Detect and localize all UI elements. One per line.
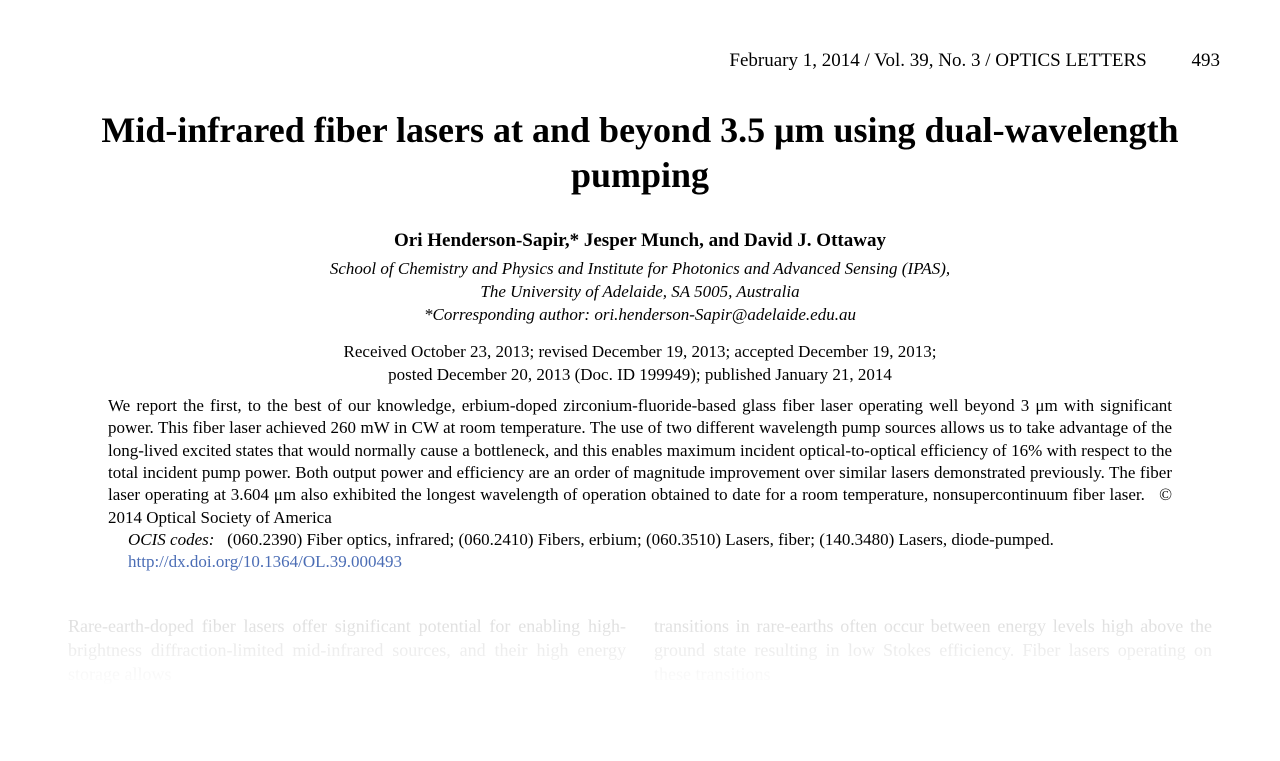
paper-title: Mid-infrared fiber lasers at and beyond …: [60, 108, 1220, 198]
paper-doi: http://dx.doi.org/10.1364/OL.39.000493: [108, 552, 1172, 572]
body-columns: Rare-earth-doped fiber lasers offer sign…: [60, 614, 1220, 687]
dates-line1: Received October 23, 2013; revised Decem…: [344, 342, 937, 361]
corresponding-author: *Corresponding author: ori.henderson-Sap…: [424, 305, 856, 324]
paper-authors: Ori Henderson-Sapir,* Jesper Munch, and …: [60, 230, 1220, 252]
doi-link[interactable]: http://dx.doi.org/10.1364/OL.39.000493: [128, 552, 402, 571]
ocis-label: OCIS codes:: [128, 530, 214, 549]
paper-abstract: We report the first, to the best of our …: [108, 395, 1172, 530]
paper-affiliation: School of Chemistry and Physics and Inst…: [60, 258, 1220, 327]
ocis-text: (060.2390) Fiber optics, infrared; (060.…: [214, 530, 1053, 549]
ocis-codes: OCIS codes: (060.2390) Fiber optics, inf…: [108, 529, 1172, 551]
affiliation-line2: The University of Adelaide, SA 5005, Aus…: [480, 282, 799, 301]
header-date: February 1, 2014: [729, 50, 859, 71]
header-volume: Vol. 39, No. 3: [874, 50, 980, 71]
header-journal: OPTICS LETTERS: [995, 50, 1146, 71]
body-column-left: Rare-earth-doped fiber lasers offer sign…: [68, 614, 626, 687]
body-column-right: transitions in rare-earths often occur b…: [654, 614, 1212, 687]
paper-page: February 1, 2014 / Vol. 39, No. 3 / OPTI…: [0, 0, 1280, 687]
paper-dates: Received October 23, 2013; revised Decem…: [60, 341, 1220, 387]
dates-line2: posted December 20, 2013 (Doc. ID 199949…: [388, 365, 892, 384]
running-header: February 1, 2014 / Vol. 39, No. 3 / OPTI…: [60, 50, 1220, 72]
affiliation-line1: School of Chemistry and Physics and Inst…: [330, 259, 950, 278]
page-number: 493: [1192, 50, 1221, 72]
